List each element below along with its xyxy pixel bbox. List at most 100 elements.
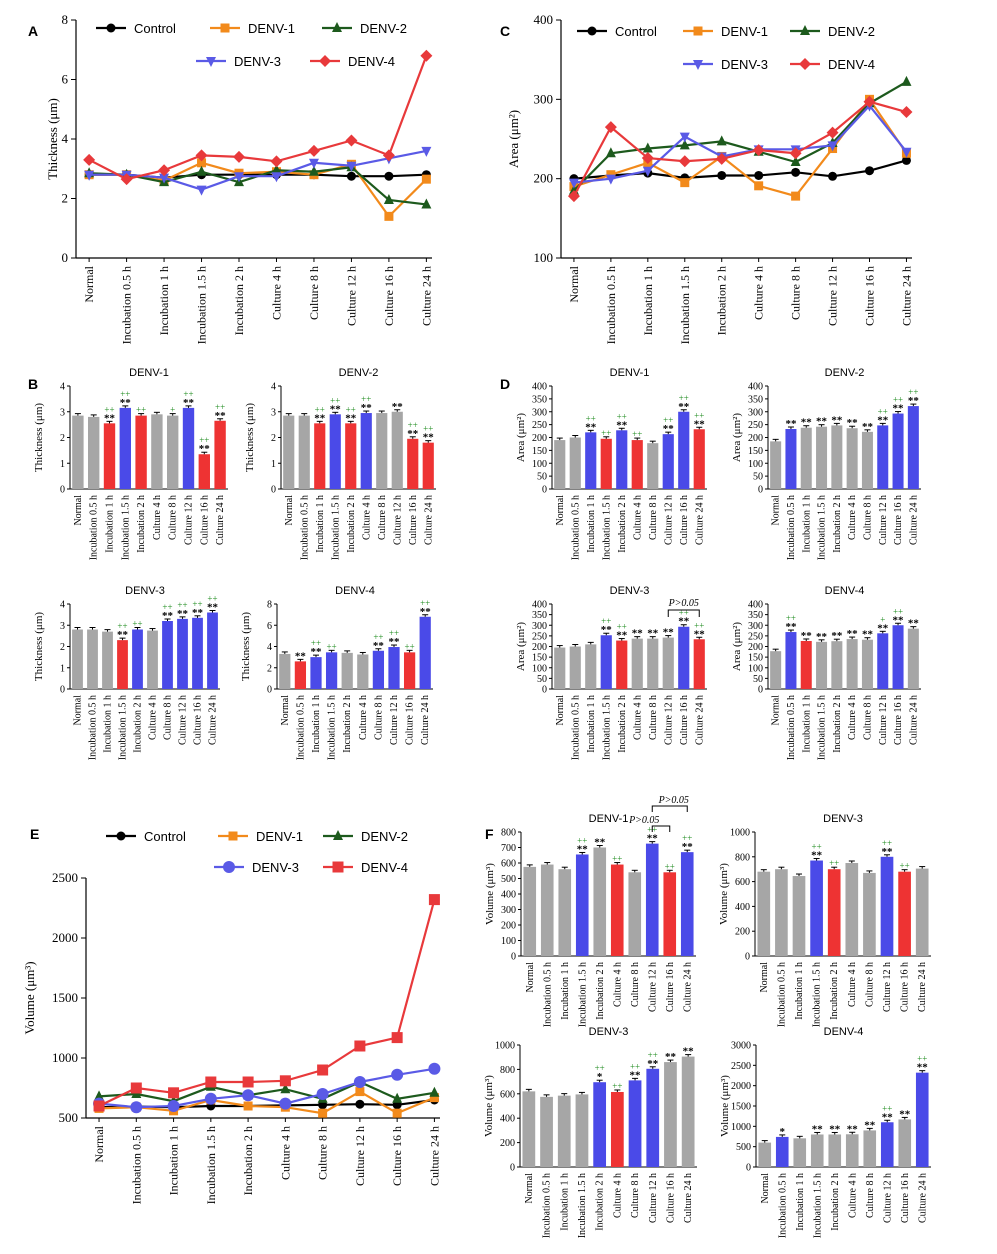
x-tick-label: Culture 12 h [178,695,189,745]
marker-point [354,1040,366,1052]
y-tick-label: 150 [748,653,763,664]
marker-point [167,1100,180,1112]
bar [117,640,128,689]
y-tick-label: 6 [62,72,69,87]
y-tick-label: 800 [735,852,750,863]
significance-stars: ** [215,410,227,422]
marker-point [353,1076,366,1088]
bar [88,416,100,489]
legend-label: DENV-3 [234,54,281,69]
line-chart-E: 500 1000 1500 2000 2500 Normal Incubation 0.5 … [22,829,441,1204]
y-tick-label: 300 [534,91,554,106]
x-tick-label: Culture 12 h [878,495,889,545]
x-tick-label: Normal [82,265,96,302]
bar [279,653,291,689]
x-tick-label: Normal [524,1173,535,1204]
bar [662,637,674,689]
marker-point [204,1092,217,1105]
marker-point [568,178,579,189]
x-tick-label: Culture 8 h [864,962,875,1007]
x-tick-label: Culture 12 h [882,962,893,1012]
marker-point [693,26,703,36]
x-tick-label: Incubation 0.5 h [570,695,581,760]
bar [877,633,889,689]
x-tick-label: Culture 12 h [184,495,195,545]
bar [177,618,188,689]
significance-plus: ++ [315,404,325,414]
x-tick-label: Incubation 2 h [617,495,628,553]
x-tick-label: Culture 4 h [269,266,283,320]
y-tick-label: 0 [542,685,547,696]
x-tick-label: Culture 8 h [862,695,873,740]
x-tick-label: Culture 4 h [612,1173,623,1218]
significance-stars: ** [616,630,628,642]
x-tick-label: Incubation 0.5 h [570,495,581,560]
y-tick-label: 1000 [495,1041,515,1052]
bar [645,843,659,956]
x-tick-label: Culture 24 h [899,266,913,326]
y-tick-label: 350 [532,394,547,405]
chart-title: DENV-2 [339,367,379,379]
x-tick-label: Incubation 1.5 h [577,962,588,1027]
x-tick-label: Incubation 1 h [586,495,597,553]
bar [585,432,597,489]
significance-stars: ** [295,650,307,662]
bar [915,868,929,956]
bar [360,413,372,489]
x-tick-label: Incubation 1 h [794,962,805,1020]
x-tick-label: Incubation 2 h [832,495,843,553]
x-tick-label: Culture 4 h [847,695,858,740]
bar [770,441,782,489]
x-tick-label: Incubation 0.5 h [129,1126,143,1204]
y-tick-label: 50 [537,472,547,483]
y-tick-label: 200 [532,433,547,444]
significance-plus: ++ [617,622,627,632]
x-tick-label: Normal [284,495,295,526]
significance-stars: ** [694,418,706,430]
significance-stars: ** [893,614,905,626]
panel-letter-f: F [485,826,494,842]
bar [680,852,694,956]
x-tick-label: Culture 12 h [353,1126,367,1186]
marker-point [428,894,440,906]
x-tick-label: Incubation 2 h [617,695,628,753]
bar [87,629,98,689]
marker-point [900,106,913,119]
x-tick-label: Incubation 0.5 h [542,1173,553,1238]
bar [593,1082,607,1167]
x-tick-label: Incubation 2 h [241,1126,255,1195]
marker-point [355,1087,365,1097]
significance-stars: ** [177,608,189,620]
marker-point [279,1097,292,1110]
bar [294,661,307,689]
significance-plus: ++ [373,632,383,642]
x-tick-label: Incubation 0.5 h [120,266,134,344]
x-tick-label: Incubation 0.5 h [786,695,797,760]
bar [523,866,537,956]
x-tick-label: Incubation 1 h [167,1126,181,1195]
x-tick-label: Culture 8 h [865,1173,876,1218]
significance-plus: ++ [679,393,689,403]
x-tick-label: Culture 24 h [908,495,919,545]
bar [828,1134,842,1167]
marker-point [642,166,653,177]
significance-plus: ++ [327,641,337,651]
y-tick-label: 350 [532,610,547,621]
marker-point [168,1087,180,1099]
chart-title: DENV-2 [825,367,865,379]
bar [785,632,797,689]
x-tick-label: Incubation 1.5 h [577,1173,588,1238]
y-tick-label: 2000 [52,930,78,945]
legend-label: DENV-4 [828,57,875,72]
significance-stars: ** [183,397,195,409]
significance-stars: ** [162,610,174,622]
y-tick-label: 0 [542,485,547,496]
x-tick-label: Incubation 2 h [232,266,246,335]
significance-stars: ** [877,414,889,426]
marker-point [800,25,810,35]
y-tick-label: 400 [532,600,547,611]
marker-point [642,142,653,153]
bar [151,414,163,489]
significance-stars: * [780,1126,786,1138]
